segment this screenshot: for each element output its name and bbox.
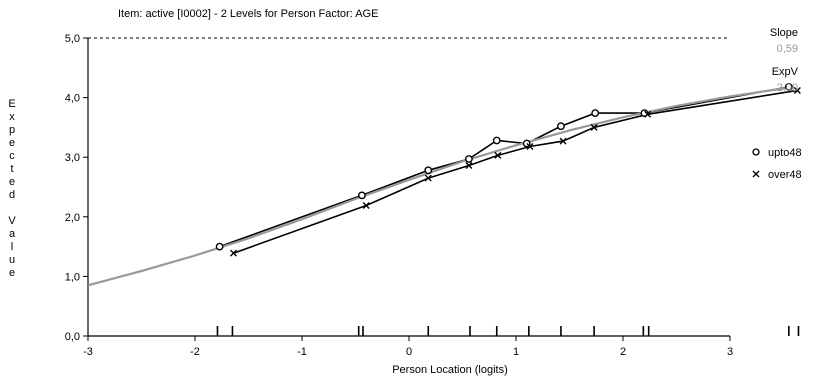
point-upto48	[591, 109, 600, 117]
y-axis-label-char: c	[9, 150, 15, 162]
y-tick-label: 2,0	[65, 212, 80, 224]
point-upto48	[492, 136, 501, 145]
point-over48	[362, 201, 370, 209]
legend-label-over48: over48	[768, 169, 802, 181]
y-tick-label: 0,0	[65, 331, 80, 343]
point-over48	[644, 110, 652, 118]
point-upto48	[784, 82, 793, 91]
x-tick-label: -2	[190, 346, 200, 358]
legend-marker-upto48	[752, 148, 760, 156]
series-markers	[215, 82, 801, 257]
point-upto48	[424, 166, 433, 175]
y-axis-label-char: u	[9, 254, 15, 266]
point-upto48	[640, 109, 649, 117]
y-axis-label-char: E	[8, 98, 15, 110]
series-line-over48	[233, 89, 798, 254]
point-upto48	[215, 242, 224, 251]
point-over48	[590, 123, 598, 131]
y-axis-label-char: l	[11, 241, 13, 253]
point-upto48	[557, 122, 565, 131]
y-tick-label: 5,0	[65, 33, 80, 45]
x-tick-label: 2	[620, 346, 626, 358]
x-tick-label: -1	[297, 346, 307, 358]
point-over48	[465, 162, 473, 170]
expected-curve-line	[87, 85, 795, 287]
chart-title: Item: active [I0002] - 2 Levels for Pers…	[118, 8, 378, 20]
slope-label: Slope	[770, 27, 798, 39]
y-axis-label-char: e	[9, 267, 15, 279]
x-tick-label: 3	[727, 346, 733, 358]
y-tick-label: 3,0	[65, 152, 80, 164]
y-axis-label-char: x	[9, 111, 15, 123]
point-upto48	[358, 191, 366, 200]
x-tick-label: 0	[406, 346, 412, 358]
x-axis-label: Person Location (logits)	[392, 364, 508, 376]
point-over48	[424, 174, 432, 182]
point-over48	[230, 249, 238, 257]
point-over48	[793, 86, 801, 94]
x-tick-label: -3	[83, 346, 93, 358]
y-axis-label-char: V	[8, 215, 16, 227]
series-lines	[87, 85, 798, 287]
slope-value: 0,59	[777, 43, 798, 55]
point-over48	[559, 137, 567, 145]
y-axis-label-char: e	[9, 176, 15, 188]
y-tick-label: 1,0	[65, 271, 80, 283]
point-over48	[526, 142, 534, 150]
legend: upto48 over48	[752, 147, 802, 181]
y-axis-label-char: e	[9, 137, 15, 149]
y-tick-label: 4,0	[65, 93, 80, 105]
point-upto48	[465, 155, 473, 163]
y-axis-label-char: a	[9, 228, 16, 240]
legend-label-upto48: upto48	[768, 147, 802, 159]
expv-label: ExpV	[772, 66, 799, 78]
expv-value: 2,00	[777, 82, 798, 94]
legend-marker-over48	[752, 170, 760, 178]
annotations: Slope 0,59 ExpV 2,00	[770, 27, 799, 94]
y-axis-label-char: p	[9, 124, 15, 136]
axes: 0,0 1,0 2,0 3,0 4,0 5,0 -3 -2 -1 0 1 2 3	[65, 33, 800, 358]
y-axis-label-char: d	[9, 189, 15, 201]
series-line-upto48	[219, 86, 789, 248]
x-tick-label: 1	[513, 346, 519, 358]
point-over48	[494, 151, 502, 159]
y-axis-label-char: t	[10, 163, 13, 175]
